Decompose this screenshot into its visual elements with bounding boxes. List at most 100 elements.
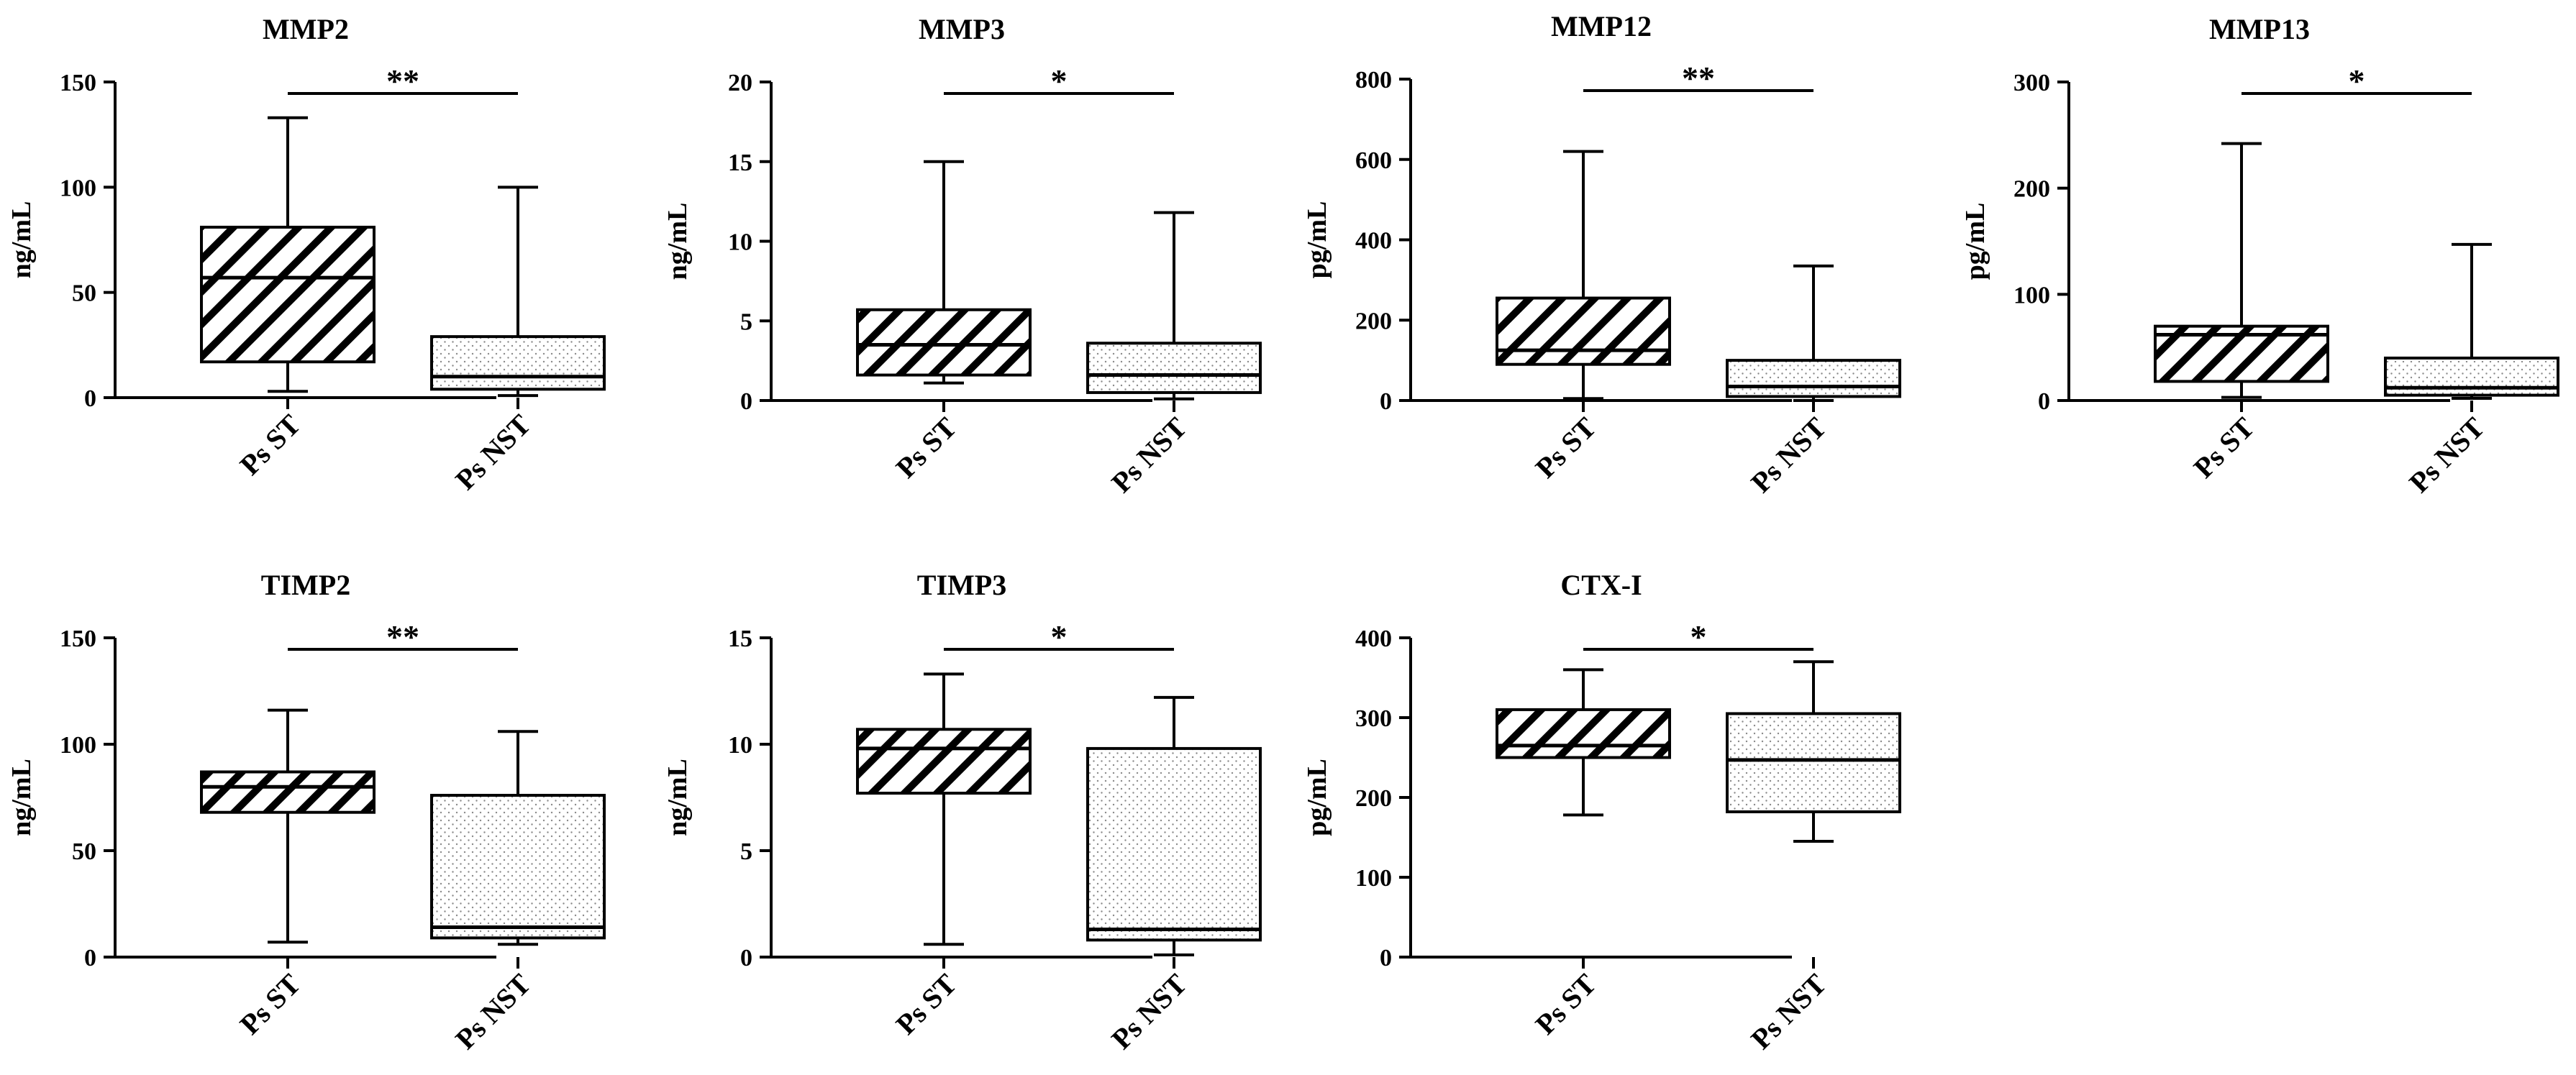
y-axis-label: pg/mL	[1302, 201, 1332, 279]
significance-marker: *	[1051, 63, 1068, 99]
box-ps-st: Ps ST	[200, 708, 376, 1040]
y-axis-label: pg/mL	[1960, 203, 1990, 280]
panel-title: MMP13	[2209, 13, 2310, 45]
y-tick-label: 5	[740, 838, 752, 865]
y-tick-label: 400	[1355, 228, 1392, 255]
y-tick-label: 100	[60, 175, 96, 201]
x-tick-label: Ps ST	[234, 967, 307, 1040]
box-ps-st: Ps ST	[1496, 668, 1671, 1040]
box-body	[1086, 746, 1262, 942]
y-tick-label: 0	[740, 945, 752, 971]
box-body	[1496, 708, 1671, 759]
box-ps-st: Ps ST	[856, 672, 1032, 1040]
y-tick-label: 15	[728, 626, 752, 652]
box-ps-nst: Ps NST	[1086, 211, 1262, 499]
x-tick-label: Ps NST	[1744, 411, 1832, 498]
box-body	[856, 308, 1032, 377]
box-body	[1726, 712, 1901, 813]
x-tick-label: Ps NST	[1744, 967, 1832, 1055]
box-ps-nst: Ps NST	[430, 730, 606, 1056]
y-tick-label: 0	[84, 945, 96, 971]
box-body	[430, 335, 606, 391]
chart-panel-mmp2: MMP2 0 50 100 150 ng/mL Ps ST Ps NST **	[6, 13, 606, 496]
significance-marker: **	[386, 63, 419, 99]
chart-panel-timp2: TIMP2 0 50 100 150 ng/mL Ps ST Ps NST **	[6, 569, 606, 1056]
panel-title: TIMP3	[917, 569, 1006, 601]
y-tick-label: 5	[740, 308, 752, 335]
x-tick-label: Ps ST	[2188, 411, 2261, 484]
y-tick-label: 15	[728, 150, 752, 176]
y-tick-label: 400	[1355, 626, 1392, 652]
y-axis-label: ng/mL	[6, 759, 37, 836]
box-body	[430, 794, 606, 940]
panel-title: CTX-I	[1560, 569, 1642, 601]
y-tick-label: 200	[1355, 308, 1392, 334]
y-tick-label: 200	[1355, 785, 1392, 812]
y-tick-label: 0	[740, 388, 752, 415]
box-ps-nst: Ps NST	[1086, 695, 1262, 1056]
box-body	[2384, 356, 2559, 397]
significance-marker: **	[386, 618, 419, 655]
box-body	[856, 728, 1032, 795]
y-tick-label: 800	[1355, 67, 1392, 93]
significance-marker: *	[2349, 63, 2365, 99]
x-tick-label: Ps ST	[890, 411, 963, 484]
box-body	[1726, 359, 1901, 398]
y-tick-label: 0	[2038, 388, 2050, 415]
y-tick-label: 10	[728, 229, 752, 256]
chart-panel-ctx-i: CTX-I 0 100 200 300 400 pg/mL Ps ST Ps NST *	[1302, 569, 1901, 1056]
y-tick-label: 0	[1380, 388, 1392, 415]
y-axis-label: ng/mL	[6, 201, 37, 279]
box-ps-st: Ps ST	[856, 160, 1032, 484]
x-tick-label: Ps ST	[1529, 967, 1603, 1040]
y-axis-label: ng/mL	[663, 759, 693, 836]
box-ps-st: Ps ST	[200, 116, 376, 481]
chart-panel-mmp13: MMP13 0 100 200 300 pg/mL Ps ST Ps NST *	[1960, 13, 2559, 499]
x-tick-label: Ps NST	[449, 408, 537, 495]
box-ps-nst: Ps NST	[430, 186, 606, 496]
chart-panel-timp3: TIMP3 0 5 10 15 ng/mL Ps ST Ps NST *	[663, 569, 1262, 1056]
x-tick-label: Ps ST	[890, 967, 963, 1040]
y-tick-label: 600	[1355, 147, 1392, 174]
x-tick-label: Ps ST	[1529, 411, 1603, 484]
significance-marker: *	[1051, 618, 1068, 655]
significance-marker: **	[1682, 60, 1715, 96]
y-tick-label: 100	[2013, 282, 2050, 308]
y-tick-label: 100	[60, 732, 96, 759]
x-tick-label: Ps NST	[1105, 967, 1193, 1055]
y-tick-label: 10	[728, 732, 752, 759]
y-tick-label: 0	[84, 385, 96, 412]
y-tick-label: 300	[1355, 705, 1392, 732]
box-body	[1496, 296, 1671, 366]
panel-title: MMP12	[1551, 10, 1652, 42]
x-tick-label: Ps NST	[1105, 411, 1193, 498]
box-ps-st: Ps ST	[2154, 142, 2329, 484]
y-tick-label: 200	[2013, 176, 2050, 203]
box-ps-st: Ps ST	[1496, 150, 1671, 484]
box-ps-nst: Ps NST	[1726, 660, 1901, 1056]
chart-panel-mmp3: MMP3 0 5 10 15 20 ng/mL Ps ST Ps NST *	[663, 13, 1262, 499]
y-tick-label: 0	[1380, 945, 1392, 971]
y-tick-label: 50	[72, 280, 96, 307]
chart-panel-mmp12: MMP12 0 200 400 600 800 pg/mL Ps ST Ps NST **	[1302, 10, 1901, 499]
box-ps-nst: Ps NST	[2384, 242, 2559, 499]
y-tick-label: 50	[72, 838, 96, 865]
y-tick-label: 150	[60, 70, 96, 96]
box-ps-nst: Ps NST	[1726, 264, 1901, 499]
panel-title: MMP3	[919, 13, 1005, 45]
y-tick-label: 150	[60, 626, 96, 652]
x-tick-label: Ps NST	[2403, 411, 2490, 498]
y-axis-label: pg/mL	[1302, 759, 1332, 836]
x-tick-label: Ps ST	[234, 408, 307, 481]
panel-title: MMP2	[263, 13, 349, 45]
box-body	[200, 770, 376, 814]
y-axis-label: ng/mL	[663, 203, 693, 280]
y-tick-label: 100	[1355, 865, 1392, 892]
box-body	[1086, 342, 1262, 394]
y-tick-label: 300	[2013, 70, 2050, 96]
box-body	[200, 225, 376, 364]
x-tick-label: Ps NST	[449, 967, 537, 1055]
significance-marker: *	[1690, 618, 1707, 655]
